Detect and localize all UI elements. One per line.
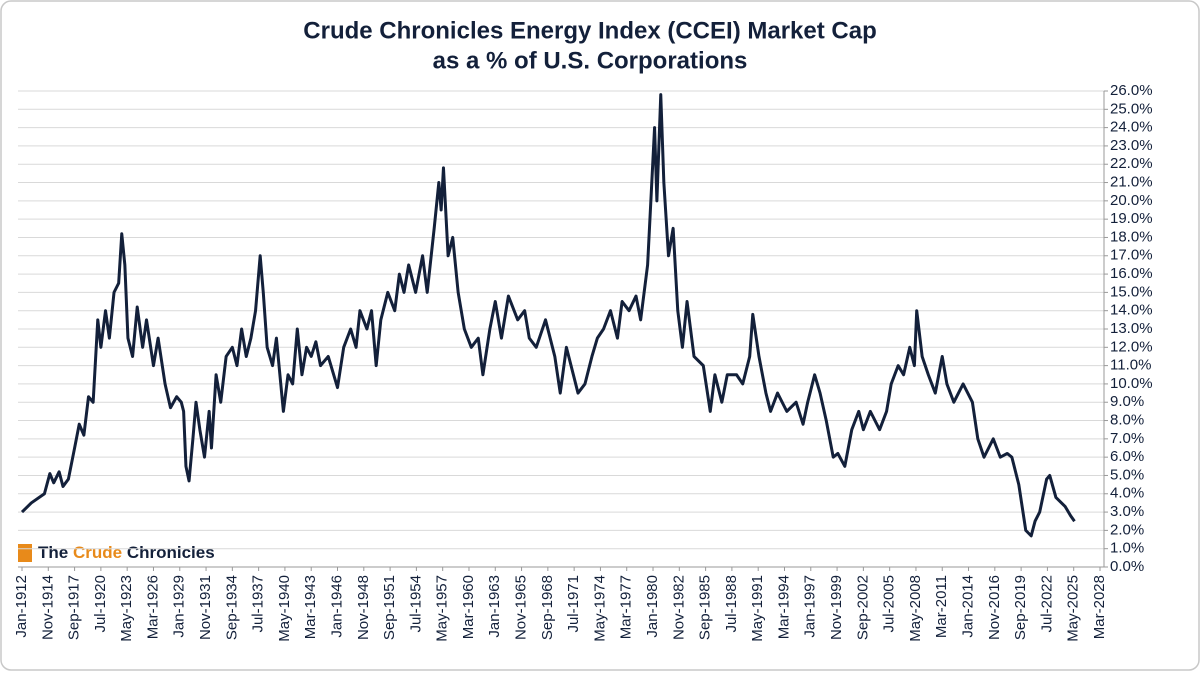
chart-subtitle: as a % of U.S. Corporations bbox=[433, 47, 748, 74]
y-tick-label: 0.0% bbox=[1110, 558, 1144, 575]
x-tick-label: Jul-2005 bbox=[881, 575, 898, 633]
x-tick-label: Jan-1946 bbox=[328, 575, 345, 638]
y-tick-label: 19.0% bbox=[1110, 210, 1153, 227]
x-tick-label: Jul-1920 bbox=[92, 575, 109, 633]
x-tick-label: Jul-1971 bbox=[565, 575, 582, 633]
x-tick-label: Sep-1917 bbox=[66, 575, 83, 640]
y-tick-label: 6.0% bbox=[1110, 448, 1144, 465]
x-tick-label: Jan-1963 bbox=[486, 575, 503, 638]
x-tick-label: Sep-1985 bbox=[697, 575, 714, 640]
x-tick-label: Jan-1912 bbox=[13, 575, 30, 638]
line bbox=[20, 93, 1076, 538]
x-tick-label: Mar-2011 bbox=[933, 575, 950, 638]
y-tick-label: 4.0% bbox=[1110, 485, 1144, 502]
y-tick-label: 13.0% bbox=[1110, 320, 1153, 337]
y-tick-label: 22.0% bbox=[1110, 155, 1153, 172]
x-tick-label: Nov-1948 bbox=[355, 575, 372, 640]
x-tick-label: Mar-1943 bbox=[302, 575, 319, 639]
x-tick-label: Jul-2022 bbox=[1038, 575, 1055, 633]
x-tick-label: Sep-1951 bbox=[381, 575, 398, 640]
x-tick-label: Mar-2028 bbox=[1091, 575, 1108, 639]
logo: The Crude Chronicles bbox=[18, 543, 215, 562]
y-tick-label: 15.0% bbox=[1110, 283, 1153, 300]
y-tick-label: 11.0% bbox=[1110, 357, 1151, 374]
x-tick-label: Nov-1999 bbox=[828, 575, 845, 640]
logo-text: The Crude Chronicles bbox=[38, 543, 215, 562]
y-tick-label: 7.0% bbox=[1110, 430, 1144, 447]
y-tick-label: 17.0% bbox=[1110, 247, 1153, 264]
x-tick-label: Nov-1931 bbox=[197, 575, 214, 640]
x-tick-label: Jan-1929 bbox=[171, 575, 188, 638]
y-tick-label: 10.0% bbox=[1110, 375, 1153, 392]
x-tick-label: Mar-1994 bbox=[775, 575, 792, 639]
y-tick-label: 3.0% bbox=[1110, 503, 1144, 520]
x-tick-label: May-1923 bbox=[118, 575, 135, 642]
x-tick-label: Jan-1980 bbox=[644, 575, 661, 638]
x-tick-label: Mar-1960 bbox=[460, 575, 477, 639]
y-tick-label: 1.0% bbox=[1110, 540, 1144, 557]
x-tick-label: Jul-1937 bbox=[250, 575, 267, 633]
x-tick-label: Sep-2002 bbox=[854, 575, 871, 640]
x-tick-label: Jul-1954 bbox=[407, 575, 424, 633]
x-tick-label: May-1974 bbox=[591, 575, 608, 642]
x-tick-label: May-2025 bbox=[1065, 575, 1082, 642]
y-tick-label: 26.0% bbox=[1110, 82, 1153, 99]
y-tick-label: 25.0% bbox=[1110, 100, 1153, 117]
x-tick-label: Sep-1934 bbox=[223, 575, 240, 640]
logo-icon bbox=[18, 544, 32, 562]
y-tick-label: 21.0% bbox=[1110, 174, 1153, 191]
y-tick-label: 23.0% bbox=[1110, 137, 1153, 154]
chart-title: Crude Chronicles Energy Index (CCEI) Mar… bbox=[303, 17, 876, 44]
x-tick-label: Nov-1982 bbox=[670, 575, 687, 640]
y-tick-label: 9.0% bbox=[1110, 393, 1144, 410]
x-tick-label: Nov-1914 bbox=[39, 575, 56, 640]
x-tick-label: Sep-2019 bbox=[1012, 575, 1029, 640]
logo-word: Crude bbox=[73, 543, 122, 562]
x-tick-label: May-1940 bbox=[276, 575, 293, 642]
x-tick-label: Jan-2014 bbox=[960, 575, 977, 638]
x-tick-label: Jul-1988 bbox=[723, 575, 740, 633]
x-tick-label: Jan-1997 bbox=[802, 575, 819, 638]
y-tick-label: 5.0% bbox=[1110, 466, 1144, 483]
logo-word: Chronicles bbox=[127, 543, 215, 562]
y-tick-label: 2.0% bbox=[1110, 521, 1144, 538]
y-tick-label: 16.0% bbox=[1110, 265, 1153, 282]
x-tick-label: Mar-1926 bbox=[144, 575, 161, 639]
y-tick-label: 12.0% bbox=[1110, 338, 1153, 355]
x-tick-label: Nov-2016 bbox=[986, 575, 1003, 640]
x-tick-label: Mar-1977 bbox=[618, 575, 635, 639]
y-tick-label: 24.0% bbox=[1110, 119, 1153, 136]
logo-word: The bbox=[38, 543, 68, 562]
x-tick-label: May-2008 bbox=[907, 575, 924, 642]
y-tick-label: 14.0% bbox=[1110, 302, 1153, 319]
x-tick-label: Nov-1965 bbox=[513, 575, 530, 640]
x-tick-label: May-1991 bbox=[749, 575, 766, 642]
x-tick-label: Sep-1968 bbox=[539, 575, 556, 640]
y-tick-label: 8.0% bbox=[1110, 412, 1144, 429]
x-tick-label: May-1957 bbox=[434, 575, 451, 642]
y-tick-label: 18.0% bbox=[1110, 228, 1153, 245]
y-tick-label: 20.0% bbox=[1110, 192, 1153, 209]
